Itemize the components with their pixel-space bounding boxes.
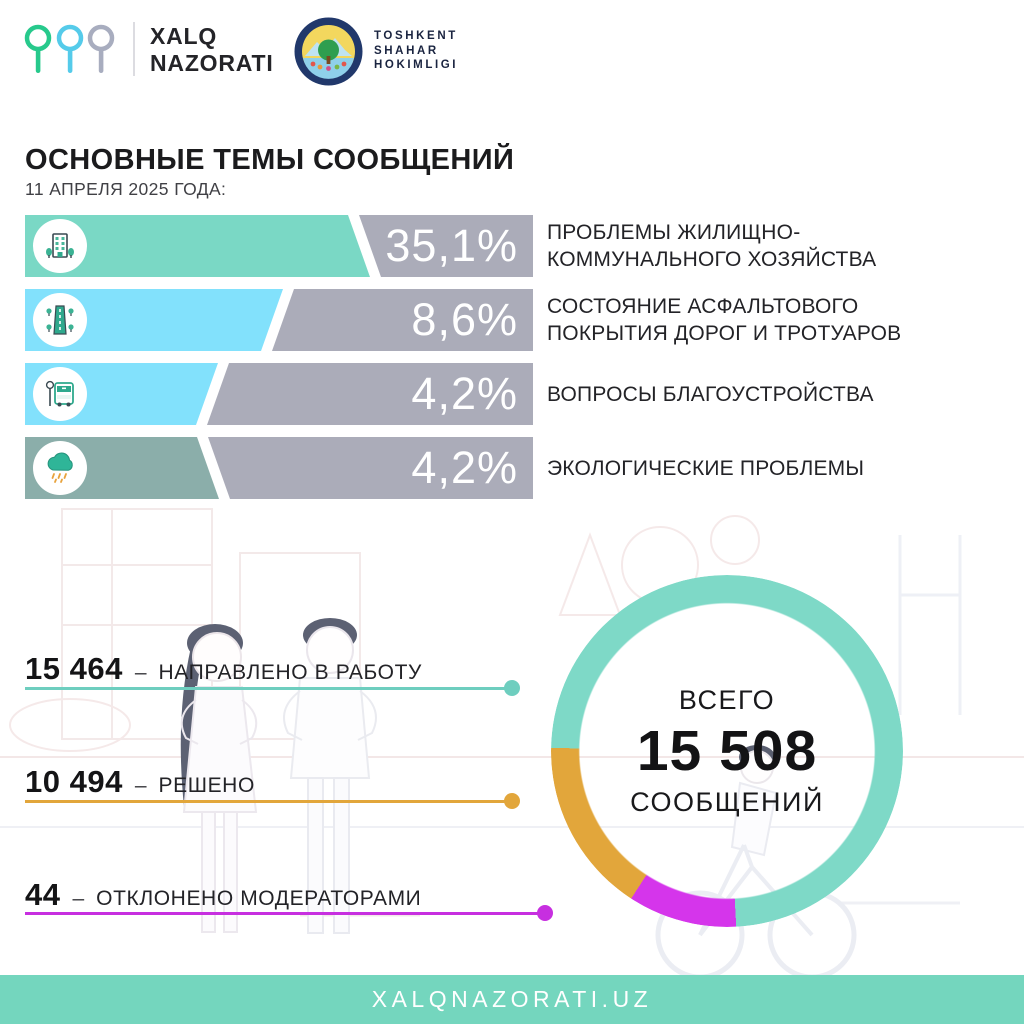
- stat-line-orange: [25, 793, 520, 809]
- donut-center-labels: ВСЕГО 15 508 СООБЩЕНИЙ: [551, 575, 903, 927]
- xalq-nazorati-logo: [22, 22, 122, 83]
- stat-value: 10 494: [25, 764, 123, 799]
- emblem-caption: TOSHKENT SHAHAR HOKIMLIGI: [374, 29, 458, 73]
- stat-resolved: 10 494 – РЕШЕНО: [25, 764, 255, 800]
- bar-icon-circle: [33, 293, 87, 347]
- stat-line-magenta: [25, 905, 553, 921]
- bar-track: [272, 289, 533, 351]
- emblem-caption-line-3: HOKIMLIGI: [374, 59, 459, 71]
- man-illustration: [283, 618, 377, 934]
- magnifier-icons: [24, 24, 115, 73]
- stat-dot-magenta: [537, 905, 553, 921]
- bar-percent: 8,6%: [411, 294, 518, 345]
- bar-percent: 4,2%: [411, 442, 518, 493]
- page-date: 11 АПРЕЛЯ 2025 ГОДА:: [25, 179, 227, 199]
- bar-label-ecology: ЭКОЛОГИЧЕСКИЕ ПРОБЛЕМЫ: [547, 456, 865, 480]
- bar-icon-circle: [33, 441, 87, 495]
- stat-label: РЕШЕНО: [158, 774, 255, 797]
- woman-illustration: [180, 624, 258, 933]
- bar-label-roads: СОСТОЯНИЕ АСФАЛЬТОВОГО ПОКРЫТИЯ ДОРОГ И …: [547, 295, 902, 345]
- stat-dot-orange: [504, 793, 520, 809]
- stat-value: 44: [25, 877, 61, 912]
- footer-link[interactable]: XALQNAZORATI.UZ: [371, 986, 653, 1012]
- brand-line-1: XALQ: [150, 23, 218, 49]
- bar-track: [359, 215, 533, 277]
- stat-sent-to-work: 15 464 – НАПРАВЛЕНО В РАБОТУ: [25, 651, 422, 687]
- bar-label-housing: ПРОБЛЕМЫ ЖИЛИЩНО- КОММУНАЛЬНОГО ХОЗЯЙСТВ…: [547, 221, 877, 271]
- stat-dash: –: [72, 887, 85, 910]
- bar-percent: 4,2%: [411, 368, 518, 419]
- footer-bar: XALQNAZORATI.UZ: [0, 975, 1024, 1024]
- bar-label-improvement: ВОПРОСЫ БЛАГОУСТРОЙСТВА: [547, 382, 874, 406]
- rain-cloud-icon: [47, 452, 73, 483]
- emblem-caption-line-2: SHAHAR: [374, 44, 439, 57]
- toshkent-hokimligi-emblem: [294, 17, 363, 86]
- header-divider: [133, 22, 135, 76]
- bar-row-ecology: 4,2%: [25, 437, 533, 499]
- emblem-caption-line-1: TOSHKENT: [374, 30, 458, 42]
- bar-percent: 35,1%: [385, 220, 518, 271]
- stat-dash: –: [134, 774, 147, 797]
- stat-label: НАПРАВЛЕНО В РАБОТУ: [158, 661, 422, 684]
- bus-stop-icon: [45, 380, 74, 407]
- road-icon: [46, 305, 74, 335]
- bar-icon-circle: [33, 219, 87, 273]
- stat-dot-teal: [504, 680, 520, 696]
- stat-label: ОТКЛОНЕНО МОДЕРАТОРАМИ: [96, 887, 422, 910]
- bar-row-roads: 8,6%: [25, 289, 533, 351]
- donut-label-total: ВСЕГО: [678, 684, 776, 715]
- stat-line-teal: [25, 680, 520, 696]
- bar-row-improvement: 4,2%: [25, 363, 533, 425]
- stat-value: 15 464: [25, 651, 123, 686]
- bar-track: [207, 363, 533, 425]
- donut-total-value: 15 508: [636, 718, 818, 783]
- bar-row-housing: 35,1%: [25, 215, 533, 277]
- brand-line-2: NAZORATI: [150, 50, 274, 76]
- page-title: ОСНОВНЫЕ ТЕМЫ СООБЩЕНИЙ: [25, 144, 515, 176]
- donut-label-messages: СООБЩЕНИЙ: [630, 786, 824, 817]
- bar-icon-circle: [33, 367, 87, 421]
- building-icon: [46, 233, 74, 258]
- bar-track: [208, 437, 533, 499]
- donut-chart: [551, 575, 903, 927]
- brand-name: XALQ NAZORATI: [150, 23, 274, 77]
- stat-dash: –: [134, 661, 147, 684]
- stat-rejected: 44 – ОТКЛОНЕНО МОДЕРАТОРАМИ: [25, 877, 421, 913]
